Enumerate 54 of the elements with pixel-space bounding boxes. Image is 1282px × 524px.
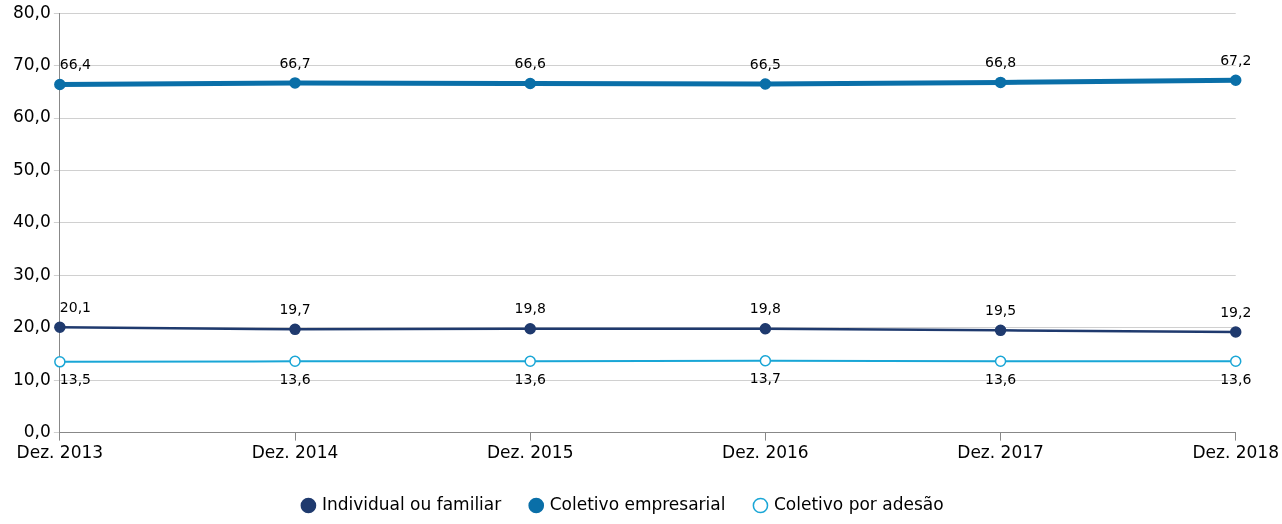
data-label: 66,7 xyxy=(279,54,311,71)
x-tick-label: Dez. 2016 xyxy=(722,442,809,463)
x-tick-label: Dez. 2013 xyxy=(16,442,104,463)
y-tick-label: 0,0 xyxy=(23,421,51,442)
data-label: 13,6 xyxy=(514,370,546,387)
data-label: 13,6 xyxy=(279,370,311,387)
data-label: 19,5 xyxy=(984,302,1017,319)
data-label: 66,8 xyxy=(984,54,1017,71)
point xyxy=(524,323,536,335)
y-tick-label: 20,0 xyxy=(12,316,51,337)
y-tick-label: 10,0 xyxy=(12,368,51,389)
data-label: 13,5 xyxy=(59,371,92,388)
data-label: 13,7 xyxy=(749,370,781,387)
point xyxy=(994,355,1007,368)
data-label: 19,8 xyxy=(514,300,546,317)
data-label: 66,5 xyxy=(749,55,781,72)
x-tick-label: Dez. 2015 xyxy=(486,442,574,463)
point xyxy=(759,355,772,367)
point xyxy=(1229,74,1242,87)
point xyxy=(54,321,66,333)
point xyxy=(1229,326,1242,338)
x-tick-label: Dez. 2014 xyxy=(251,442,339,463)
point xyxy=(759,323,772,335)
point xyxy=(524,77,536,90)
data-label: 66,6 xyxy=(514,55,546,72)
x-tick-label: Dez. 2017 xyxy=(957,442,1044,463)
x-tick-label: Dez. 2018 xyxy=(1192,442,1279,463)
point xyxy=(759,78,772,90)
point xyxy=(524,355,536,368)
y-tick-label: 30,0 xyxy=(12,263,51,284)
data-label: 66,4 xyxy=(59,56,92,73)
point xyxy=(994,324,1007,337)
point xyxy=(289,355,301,368)
legend-label: Individual ou familiar xyxy=(321,493,502,514)
data-label: 19,2 xyxy=(1220,303,1252,320)
data-label: 19,7 xyxy=(279,300,311,317)
legend-label: Coletivo empresarial xyxy=(549,493,726,514)
data-label: 13,6 xyxy=(984,370,1017,387)
point xyxy=(289,323,301,336)
data-label: 20,1 xyxy=(59,298,92,315)
data-label: 67,2 xyxy=(1220,51,1252,68)
y-tick-label: 80,0 xyxy=(12,1,51,22)
point xyxy=(289,77,301,89)
point xyxy=(1229,355,1242,368)
y-tick-label: 40,0 xyxy=(12,211,51,232)
data-label: 13,6 xyxy=(1220,370,1252,387)
y-tick-label: 70,0 xyxy=(12,54,51,75)
point xyxy=(54,356,66,368)
y-tick-label: 50,0 xyxy=(12,158,51,179)
legend-label: Coletivo por adesão xyxy=(773,493,944,514)
y-tick-label: 60,0 xyxy=(12,106,51,127)
point xyxy=(54,78,66,91)
point xyxy=(994,76,1007,89)
data-label: 19,8 xyxy=(749,300,781,317)
